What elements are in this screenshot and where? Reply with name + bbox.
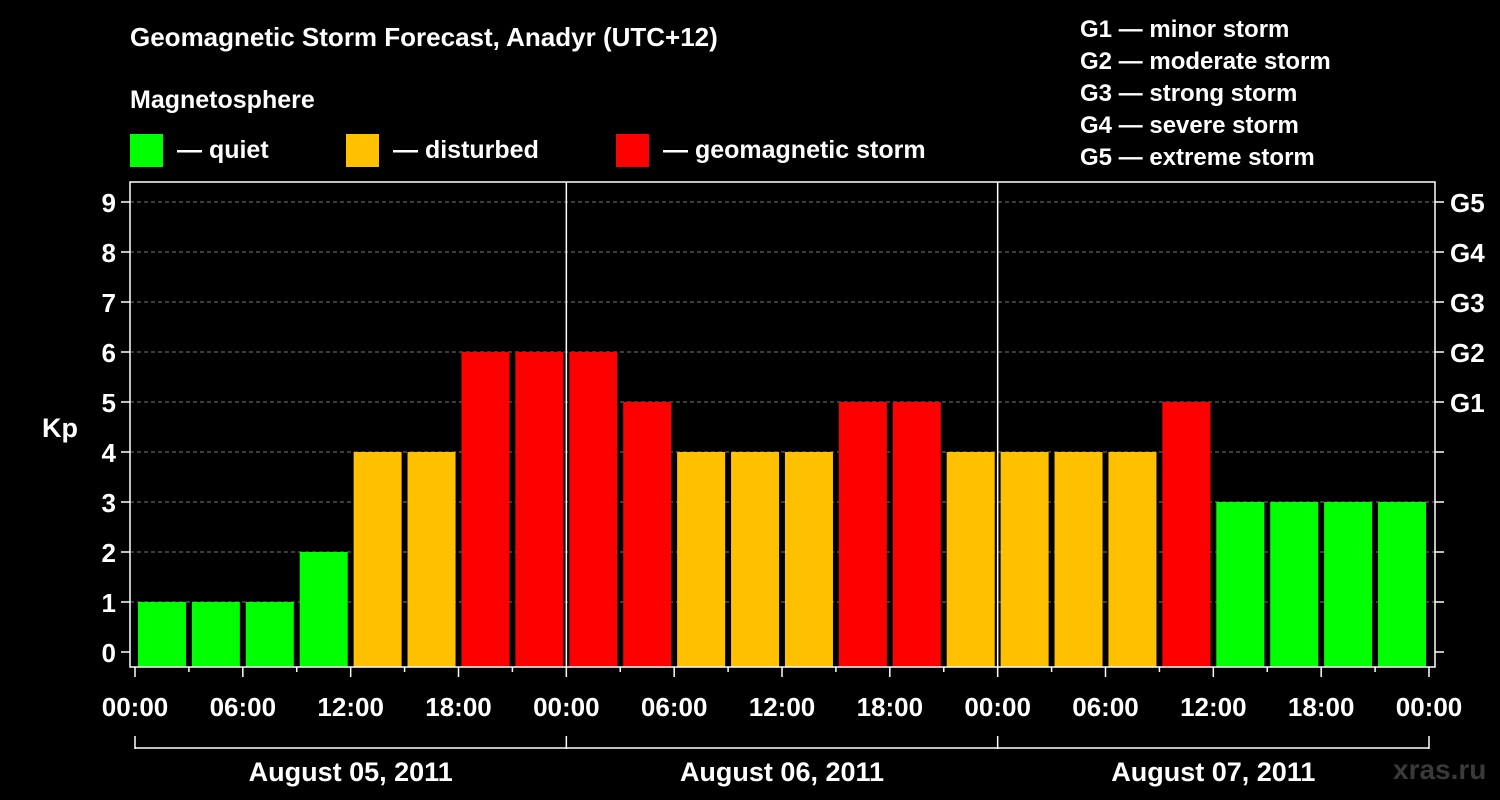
bar-5 [407, 452, 456, 667]
bar-23 [1378, 502, 1427, 667]
legend-quiet-label: — quiet [177, 136, 269, 164]
legend-storm-label: — geomagnetic storm [663, 136, 926, 164]
x-tick-label-2: 12:00 [317, 692, 384, 722]
y-tick-label-1: 1 [102, 588, 116, 618]
bar-17 [1054, 452, 1103, 667]
bar-21 [1270, 502, 1319, 667]
bar-9 [623, 402, 672, 667]
bar-0 [137, 602, 186, 667]
x-tick-label-12: 00:00 [1396, 692, 1463, 722]
legend-storm: — geomagnetic storm [616, 134, 926, 167]
legend-quiet-swatch [130, 134, 163, 167]
bar-6 [461, 352, 510, 667]
g-label-g1: G1 [1450, 388, 1485, 418]
x-tick-label-7: 18:00 [857, 692, 924, 722]
bar-1 [191, 602, 240, 667]
legend-disturbed: — disturbed [346, 134, 539, 167]
g-scale-item-g5: G5 — extreme storm [1080, 144, 1315, 171]
g-label-g5: G5 [1450, 188, 1485, 218]
y-tick-label-9: 9 [102, 188, 116, 218]
chart-title: Geomagnetic Storm Forecast, Anadyr (UTC+… [130, 22, 718, 52]
x-tick-label-5: 06:00 [641, 692, 708, 722]
day-label-2: August 07, 2011 [1111, 757, 1315, 787]
bar-11 [731, 452, 780, 667]
y-axis-label: Kp [42, 413, 78, 443]
bar-22 [1324, 502, 1373, 667]
g-label-g4: G4 [1450, 238, 1485, 268]
g-label-g3: G3 [1450, 288, 1485, 318]
bar-10 [677, 452, 726, 667]
magnetosphere-label: Magnetosphere [130, 86, 315, 114]
bar-16 [1000, 452, 1049, 667]
y-tick-label-8: 8 [102, 238, 116, 268]
x-tick-label-4: 00:00 [533, 692, 600, 722]
x-tick-label-1: 06:00 [210, 692, 277, 722]
bar-18 [1108, 452, 1157, 667]
x-tick-label-10: 12:00 [1180, 692, 1247, 722]
legend-disturbed-swatch [346, 134, 379, 167]
bar-12 [784, 452, 833, 667]
bar-13 [838, 402, 887, 667]
day-label-0: August 05, 2011 [249, 757, 453, 787]
y-tick-label-3: 3 [102, 488, 116, 518]
bar-3 [299, 552, 348, 667]
g-label-g2: G2 [1450, 338, 1485, 368]
bar-2 [245, 602, 294, 667]
bar-7 [515, 352, 564, 667]
g-scale-item-g4: G4 — severe storm [1080, 112, 1299, 139]
y-tick-label-0: 0 [102, 638, 116, 668]
y-tick-label-6: 6 [102, 338, 116, 368]
x-tick-label-11: 18:00 [1288, 692, 1355, 722]
bar-19 [1162, 402, 1211, 667]
legend-storm-swatch [616, 134, 649, 167]
x-tick-label-8: 00:00 [964, 692, 1031, 722]
legend-quiet: — quiet [130, 134, 269, 167]
x-tick-label-0: 00:00 [102, 692, 169, 722]
g-scale-item-g1: G1 — minor storm [1080, 16, 1290, 43]
g-scale-item-g3: G3 — strong storm [1080, 80, 1298, 107]
y-tick-label-7: 7 [102, 288, 116, 318]
bar-20 [1216, 502, 1265, 667]
bar-15 [946, 452, 995, 667]
day-label-1: August 06, 2011 [680, 757, 884, 787]
y-tick-label-2: 2 [102, 538, 116, 568]
bar-4 [353, 452, 402, 667]
y-tick-label-4: 4 [102, 438, 117, 468]
x-tick-label-3: 18:00 [425, 692, 492, 722]
y-tick-label-5: 5 [102, 388, 116, 418]
bar-14 [892, 402, 941, 667]
x-tick-label-6: 12:00 [749, 692, 816, 722]
g-scale-item-g2: G2 — moderate storm [1080, 48, 1331, 75]
bar-8 [569, 352, 618, 667]
x-tick-label-9: 06:00 [1072, 692, 1139, 722]
g-scale-legend: G1 — minor storm G2 — moderate storm G3 … [1080, 14, 1331, 174]
watermark: xras.ru [1393, 754, 1487, 785]
legend-disturbed-label: — disturbed [393, 136, 539, 164]
